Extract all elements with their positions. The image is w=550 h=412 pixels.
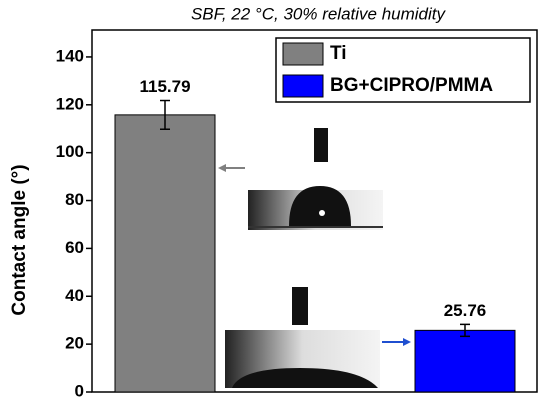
y-tick-label: 140: [56, 46, 84, 65]
value-label: 25.76: [444, 301, 487, 320]
bar: [114, 114, 216, 393]
y-tick-label: 100: [56, 142, 84, 161]
arrow-ti: [218, 164, 245, 172]
y-tick-label: 40: [65, 286, 84, 305]
arrow-bg: [382, 338, 411, 346]
legend-swatch: [282, 74, 324, 98]
y-tick-label: 120: [56, 94, 84, 113]
error-bar: [160, 99, 170, 130]
legend-label: BG+CIPRO/PMMA: [330, 75, 493, 96]
y-tick-label: 20: [65, 334, 84, 353]
inset-image-ti: [248, 125, 383, 230]
value-label: 115.79: [139, 77, 190, 96]
y-tick-label: 80: [65, 190, 84, 209]
legend-label: Ti: [330, 43, 347, 64]
bar: [414, 329, 516, 393]
y-tick-label: 0: [75, 381, 84, 400]
y-tick-label: 60: [65, 238, 84, 257]
y-axis-label: Contact angle (°): [9, 164, 30, 315]
inset-image-bg: [225, 280, 380, 388]
chart-title: SBF, 22 °C, 30% relative humidity: [191, 4, 447, 23]
plot-frame: [91, 29, 538, 393]
error-bar: [460, 323, 470, 338]
legend-swatch: [282, 42, 324, 66]
